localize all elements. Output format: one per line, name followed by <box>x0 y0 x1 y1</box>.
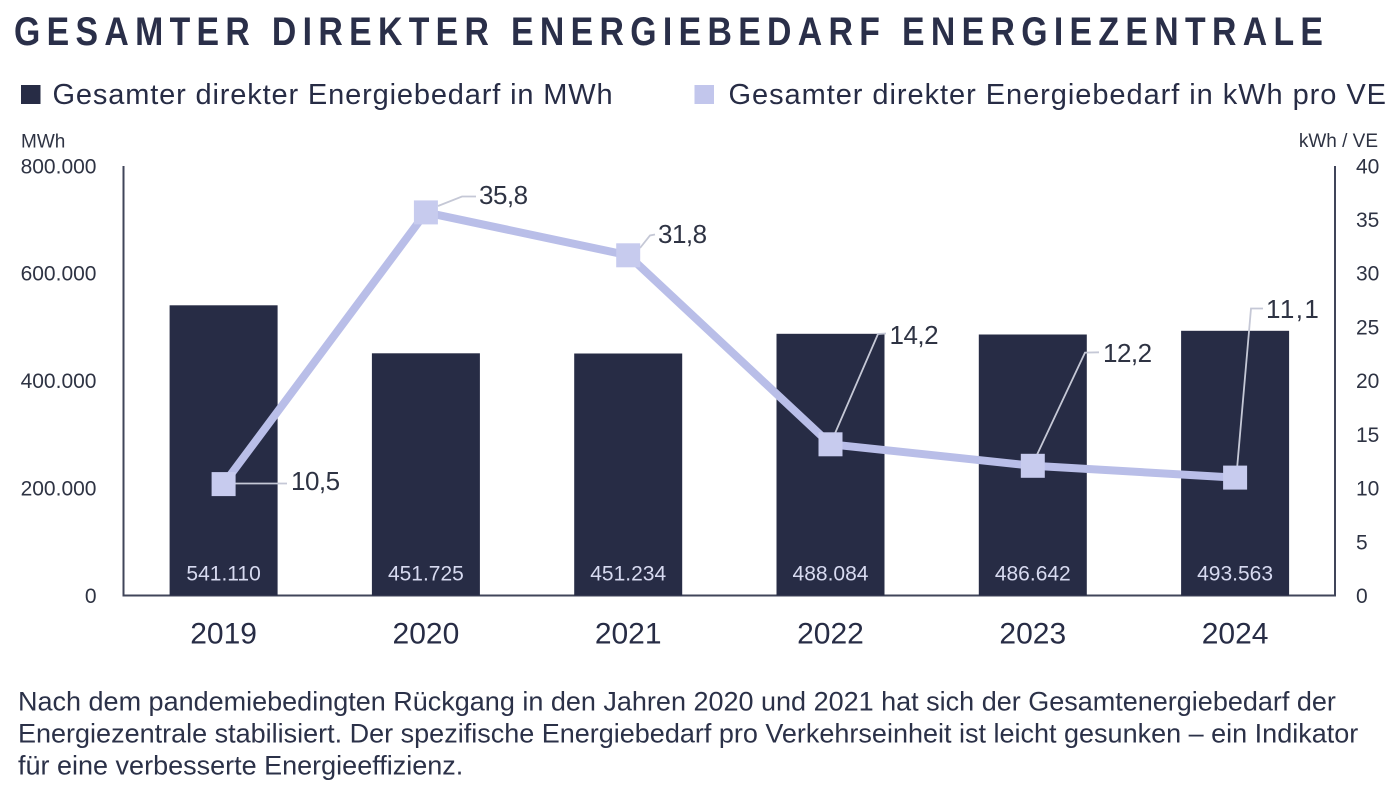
svg-text:kWh / VE: kWh / VE <box>1299 131 1378 152</box>
svg-text:40: 40 <box>1356 155 1379 178</box>
svg-text:400.000: 400.000 <box>21 370 97 393</box>
svg-text:30: 30 <box>1356 263 1379 286</box>
svg-text:Gesamter direkter Energiebedar: Gesamter direkter Energiebedarf in MWh <box>53 79 614 111</box>
svg-text:2019: 2019 <box>190 618 257 651</box>
svg-text:15: 15 <box>1356 424 1379 447</box>
svg-text:0: 0 <box>85 585 97 608</box>
svg-text:GESAMTER DIREKTER ENERGIEBEDAR: GESAMTER DIREKTER ENERGIEBEDARF ENERGIEZ… <box>14 8 1329 53</box>
svg-text:2024: 2024 <box>1202 618 1269 651</box>
svg-text:MWh: MWh <box>21 132 65 153</box>
svg-text:10: 10 <box>1356 478 1379 501</box>
svg-text:2021: 2021 <box>595 618 662 651</box>
svg-text:2020: 2020 <box>393 618 460 651</box>
svg-text:5: 5 <box>1356 531 1368 554</box>
svg-text:20: 20 <box>1356 370 1379 393</box>
svg-text:451.234: 451.234 <box>590 563 666 586</box>
svg-text:800.000: 800.000 <box>21 155 97 178</box>
svg-text:0: 0 <box>1356 585 1368 608</box>
svg-text:2022: 2022 <box>797 618 864 651</box>
svg-text:35: 35 <box>1356 209 1379 232</box>
svg-text:486.642: 486.642 <box>995 563 1071 586</box>
svg-text:541.110: 541.110 <box>186 563 260 586</box>
svg-text:200.000: 200.000 <box>21 478 97 501</box>
svg-text:für eine verbesserte Energieef: für eine verbesserte Energieeffizienz. <box>18 751 463 781</box>
svg-text:31,8: 31,8 <box>658 219 707 249</box>
svg-text:Gesamter direkter Energiebedar: Gesamter direkter Energiebedarf in kWh p… <box>729 79 1387 111</box>
svg-text:451.725: 451.725 <box>388 563 464 586</box>
svg-text:11,1: 11,1 <box>1266 294 1320 324</box>
svg-text:25: 25 <box>1356 316 1379 339</box>
svg-text:14,2: 14,2 <box>890 320 939 350</box>
svg-text:2023: 2023 <box>999 618 1066 651</box>
svg-text:600.000: 600.000 <box>21 263 97 286</box>
svg-text:Energiezentrale stabilisiert.: Energiezentrale stabilisiert. Der spezif… <box>18 719 1358 749</box>
svg-text:Nach dem pandemiebedingten Rüc: Nach dem pandemiebedingten Rückgang in d… <box>18 687 1336 717</box>
svg-text:493.563: 493.563 <box>1197 563 1273 586</box>
svg-text:12,2: 12,2 <box>1103 338 1152 368</box>
svg-text:35,8: 35,8 <box>479 180 528 210</box>
svg-text:10,5: 10,5 <box>291 466 340 496</box>
svg-text:488.084: 488.084 <box>793 563 869 586</box>
